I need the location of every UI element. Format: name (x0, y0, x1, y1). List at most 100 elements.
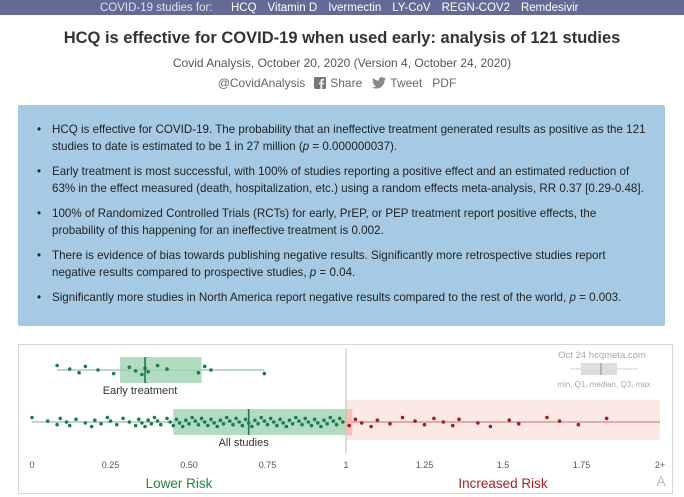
study-point (315, 421, 320, 425)
study-point (215, 424, 220, 429)
study-point (413, 419, 417, 423)
study-point (114, 422, 119, 427)
row-label: Early treatment (103, 385, 178, 397)
nav-link-vitamin-d[interactable]: Vitamin D (267, 1, 318, 14)
legend-box (581, 363, 617, 375)
study-point (96, 368, 100, 372)
iqr-box (173, 409, 346, 435)
study-point (143, 366, 147, 370)
study-point (45, 419, 50, 423)
study-point (516, 422, 521, 426)
twitter-handle-link[interactable]: @CovidAnalysis (217, 76, 306, 90)
study-point (347, 423, 351, 428)
study-point (165, 367, 169, 371)
study-point (275, 423, 279, 428)
tweet-button[interactable]: Tweet (372, 76, 422, 90)
study-point (133, 369, 138, 373)
study-point (319, 424, 323, 429)
study-point (228, 419, 232, 423)
study-point (250, 424, 254, 429)
study-point (369, 424, 373, 429)
study-point (58, 416, 63, 421)
study-point (209, 417, 213, 422)
increased-risk-shading (346, 400, 660, 440)
study-point (557, 419, 562, 423)
study-point (432, 416, 436, 421)
study-point (30, 415, 34, 420)
summary-text: = 0.000000037). (309, 140, 398, 153)
summary-bullet: Significantly more studies in North Amer… (36, 289, 647, 306)
study-point (64, 420, 69, 424)
iqr-box-negative (346, 409, 353, 435)
study-point (152, 415, 157, 420)
axis-tick-label: 1 (343, 460, 348, 470)
study-point (284, 424, 289, 429)
study-point (303, 416, 307, 421)
study-point (334, 422, 339, 427)
axis-tick-label: 1.5 (497, 460, 510, 470)
lower-risk-label: Lower Risk (146, 476, 213, 491)
share-row: @CovidAnalysis Share Tweet PDF (0, 76, 684, 90)
dot-plot: Early treatment All studies 0 0.25 0.50 0.75 1… (18, 344, 673, 494)
study-point (231, 422, 235, 427)
facebook-share-button[interactable]: Share (314, 76, 362, 90)
summary-text: Significantly more studies in North Amer… (52, 291, 570, 304)
study-point (74, 417, 78, 422)
plot-frame (18, 344, 673, 494)
axis-tick-label: 2+ (655, 460, 665, 470)
study-point (171, 423, 176, 428)
study-point (165, 416, 169, 421)
study-point (108, 419, 113, 423)
axis-tick-label: 0.25 (102, 460, 120, 470)
study-point (177, 421, 182, 425)
study-point (155, 419, 160, 423)
study-point (140, 421, 144, 425)
corner-letter: A (656, 473, 666, 489)
study-point (105, 415, 110, 420)
top-navigation: COVID-19 studies for: HCQ Vitamin D Iver… (0, 0, 684, 15)
iqr-box (119, 357, 202, 383)
study-point (121, 416, 125, 421)
study-point (240, 423, 245, 428)
summary-p-symbol: p (302, 140, 310, 153)
study-point (328, 415, 333, 420)
tweet-label: Tweet (390, 76, 423, 90)
study-point (450, 423, 455, 428)
summary-p-symbol: p (569, 291, 576, 304)
study-point (422, 422, 427, 427)
study-point (140, 372, 144, 377)
dot-plot-svg: Early treatment All studies 0 0.25 0.50 0.75 1… (18, 344, 673, 494)
study-point (221, 422, 226, 426)
study-point (184, 418, 188, 422)
study-point (243, 417, 248, 422)
nav-link-remdesivir[interactable]: Remdesivir (520, 1, 579, 14)
study-point (400, 415, 405, 420)
study-point (476, 421, 480, 425)
nav-link-hcq[interactable]: HCQ (230, 1, 257, 14)
study-point (168, 420, 172, 424)
study-point (507, 418, 512, 422)
study-point (127, 420, 132, 424)
study-point (187, 422, 191, 426)
study-point (93, 418, 97, 422)
study-point (281, 421, 286, 425)
increased-risk-label: Increased Risk (458, 476, 548, 491)
pdf-link[interactable]: PDF (432, 76, 457, 90)
axis-tick-label: 0.75 (259, 460, 277, 470)
study-point (146, 370, 150, 374)
study-point (341, 420, 345, 424)
study-point (388, 422, 392, 426)
study-point (209, 368, 213, 372)
nav-link-ivermectin[interactable]: Ivermectin (328, 1, 382, 14)
summary-text: = 0.04. (316, 266, 356, 279)
axis-tick-label: 0 (29, 460, 34, 470)
facebook-icon (314, 77, 327, 89)
row-label: All studies (219, 437, 270, 449)
study-point (99, 422, 103, 426)
page-title: HCQ is effective for COVID-19 when used … (63, 29, 621, 47)
study-point (331, 419, 336, 423)
nav-link-ly-cov[interactable]: LY-CoV (392, 1, 431, 14)
study-point (576, 422, 581, 427)
study-point (149, 422, 154, 426)
nav-link-regn-cov2[interactable]: REGN-COV2 (441, 1, 510, 14)
